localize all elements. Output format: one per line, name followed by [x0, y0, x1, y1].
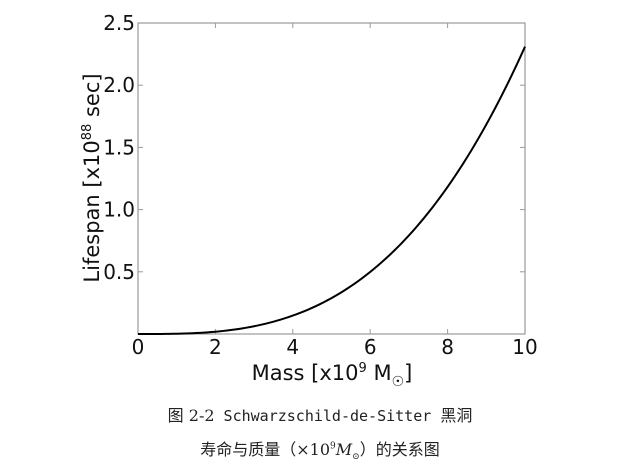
x-tick-label: 2 [209, 335, 222, 359]
caption-sun-symbol: ⊙ [352, 452, 360, 463]
y-tick-label: 0.5 [103, 260, 135, 284]
y-tick-label: 1.5 [103, 135, 135, 159]
x-axis-ticks: 0 2 4 6 8 10 [132, 23, 538, 359]
x-tick-label: 10 [512, 335, 537, 359]
lifespan-vs-mass-chart: 0 2 4 6 8 10 0.5 1.0 1.5 2.0 2.5 Mass [x109 M☉] L… [80, 11, 538, 390]
caption-mass-symbol: M [335, 440, 353, 459]
x-tick-label: 0 [132, 335, 145, 359]
y-tick-label: 1.0 [103, 198, 135, 222]
x-axis-label: Mass [x109 M☉] [252, 361, 413, 390]
figure-title-latin: Schwarzschild-de-Sitter [214, 407, 441, 425]
figure-caption-line-1: 图 2-2 Schwarzschild-de-Sitter 黑洞 [0, 402, 640, 426]
plot-area [137, 22, 526, 335]
caption-text: 寿命与质量（×10 [200, 440, 331, 459]
caption-exponent: 9 [330, 441, 336, 452]
figure-number: 图 2-2 [167, 406, 215, 425]
x-tick-label: 8 [441, 335, 454, 359]
y-tick-label: 2.5 [103, 11, 135, 35]
y-axis-label: Lifespan [x1088 sec] [80, 73, 104, 282]
figure-caption-line-2: 寿命与质量（×109M⊙）的关系图 [0, 436, 640, 462]
figure-title-suffix: 黑洞 [440, 406, 473, 425]
lifespan-curve [138, 46, 526, 335]
x-tick-label: 4 [286, 335, 299, 359]
x-tick-label: 6 [364, 335, 377, 359]
y-axis-ticks: 0.5 1.0 1.5 2.0 2.5 [103, 11, 525, 284]
y-tick-label: 2.0 [103, 73, 135, 97]
caption-text-end: ）的关系图 [359, 440, 440, 459]
